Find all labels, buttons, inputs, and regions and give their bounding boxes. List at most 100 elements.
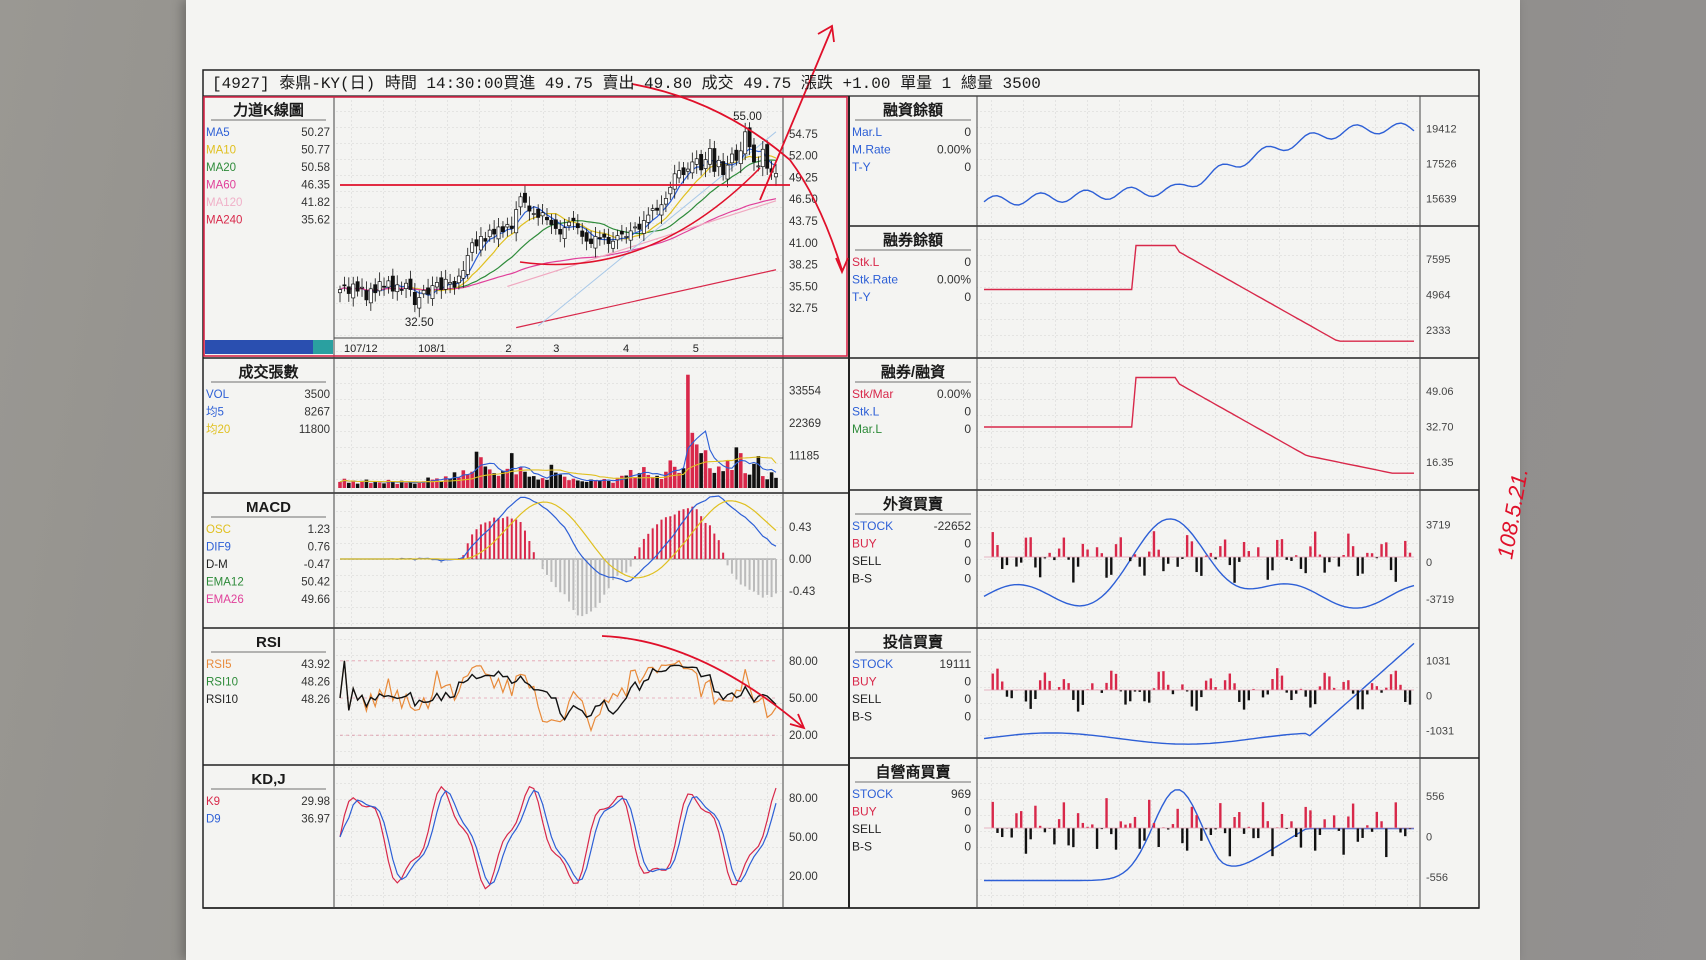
dealer-net-bar	[1091, 824, 1094, 828]
macd-osc-bar	[519, 522, 522, 559]
candle-body	[738, 150, 743, 164]
foreign-net-bar	[1214, 557, 1217, 560]
macd-osc-bar	[515, 519, 518, 559]
indicator-label: 均20	[206, 423, 230, 436]
indicator-label: Mar.L	[852, 125, 882, 139]
ma120-line	[507, 200, 777, 287]
volume-bar	[518, 467, 523, 488]
foreign-net-bar	[1389, 557, 1393, 571]
macd-osc-bar	[678, 510, 681, 559]
dealer-net-bar	[1129, 823, 1132, 828]
trust-net-bar	[1361, 690, 1364, 710]
foreign-net-bar	[1242, 541, 1246, 557]
indicator-value: 35.62	[301, 215, 330, 227]
candle-body	[351, 283, 356, 299]
foreign-net-bar	[1195, 557, 1198, 573]
foreign-net-bar	[1361, 557, 1364, 574]
volume-bar	[699, 453, 703, 488]
volume-bar	[655, 475, 659, 488]
foreign-net-bar	[1209, 552, 1213, 557]
axis-tick-label: 32.70	[1426, 422, 1454, 434]
price-axis-tick: 38.25	[789, 260, 818, 272]
dealer-net-bar	[1062, 802, 1066, 828]
candle-body	[584, 232, 589, 242]
macd-axis-tick: -0.43	[789, 586, 815, 598]
axis-tick-label: -1031	[1426, 726, 1454, 738]
candle-body	[562, 227, 567, 239]
volume-ma5-line	[339, 430, 777, 484]
axis-tick-label: 2333	[1426, 325, 1450, 337]
dealer-net-bar	[1271, 828, 1274, 857]
volume-bar	[523, 471, 527, 488]
volume-bar	[545, 479, 549, 488]
indicator-label: D-M	[206, 559, 228, 571]
dealer-net-bar	[1086, 826, 1089, 828]
candle-body	[360, 286, 364, 289]
indicator-label: Stk.Rate	[852, 273, 898, 287]
dealer-net-bar	[1072, 828, 1075, 848]
foreign-net-bar	[1138, 557, 1141, 567]
candle-body	[712, 148, 717, 172]
dealer-net-bar	[1119, 821, 1122, 828]
candle-body	[355, 281, 360, 292]
volume-bar	[725, 460, 730, 488]
macd-osc-bar	[620, 559, 623, 573]
foreign-net-bar	[1162, 557, 1165, 572]
volume-bar	[479, 457, 483, 488]
indicator-value: 36.97	[301, 814, 330, 826]
volume-bar	[584, 481, 589, 488]
volume-bar	[677, 472, 681, 488]
indicator-value: 3500	[304, 389, 330, 401]
up-arrow-annotation	[759, 27, 833, 201]
trust-net-bar	[1342, 681, 1345, 690]
trust-net-bar	[1238, 690, 1241, 702]
trust-net-bar	[1290, 690, 1293, 701]
volume-bar	[487, 469, 492, 488]
trust-net-bar	[1105, 682, 1108, 690]
foreign-net-bar	[1019, 557, 1023, 563]
trust-net-bar	[1313, 690, 1317, 705]
indicator-value: -0.47	[304, 559, 330, 571]
foreign-net-bar	[1185, 535, 1189, 557]
dealer-net-bar	[1214, 828, 1217, 830]
indicator-value: 50.77	[301, 145, 330, 157]
dealer-net-bar	[1404, 828, 1407, 837]
dealer-net-bar	[1295, 828, 1298, 837]
volume-bar	[747, 474, 752, 488]
indicator-value: 0	[964, 554, 971, 568]
volume-bar	[664, 471, 668, 488]
right-panel-grid	[977, 360, 1420, 488]
trust-net-bar	[1228, 673, 1232, 690]
indicator-label: MA60	[206, 180, 236, 192]
axis-tick-label: 15639	[1426, 194, 1457, 206]
dealer-net-bar	[1001, 828, 1004, 838]
macd-osc-bar	[594, 559, 597, 608]
candle-body	[615, 235, 620, 241]
volume-axis-tick: 22369	[789, 418, 821, 430]
volume-bar	[417, 482, 422, 488]
candle-body	[672, 173, 677, 190]
macd-osc-bar	[766, 559, 769, 595]
volume-bar	[765, 479, 769, 488]
axis-tick-label: 7595	[1426, 254, 1450, 266]
candle-body	[368, 288, 373, 304]
foreign-net-bar	[1318, 554, 1322, 557]
foreign-net-bar	[1001, 557, 1004, 569]
macd-osc-bar	[752, 559, 755, 592]
foreign-net-bar	[1408, 552, 1412, 557]
indicator-value: 29.98	[301, 796, 330, 808]
volume-bar	[562, 476, 567, 488]
k-line	[339, 785, 777, 890]
indicator-value: 48.26	[301, 694, 330, 706]
volume-bar	[377, 482, 382, 488]
price-axis-tick: 41.00	[789, 238, 818, 250]
foreign-net-bar	[1143, 557, 1146, 576]
d-line	[339, 789, 777, 886]
trust-net-bar	[1157, 671, 1160, 690]
candle-body	[527, 205, 532, 212]
trust-net-bar	[1356, 690, 1360, 710]
volume-bar	[527, 476, 532, 488]
right-panel-title-3: 外資買賣	[882, 495, 944, 513]
volume-bar	[483, 466, 488, 488]
candle-body	[395, 284, 400, 293]
